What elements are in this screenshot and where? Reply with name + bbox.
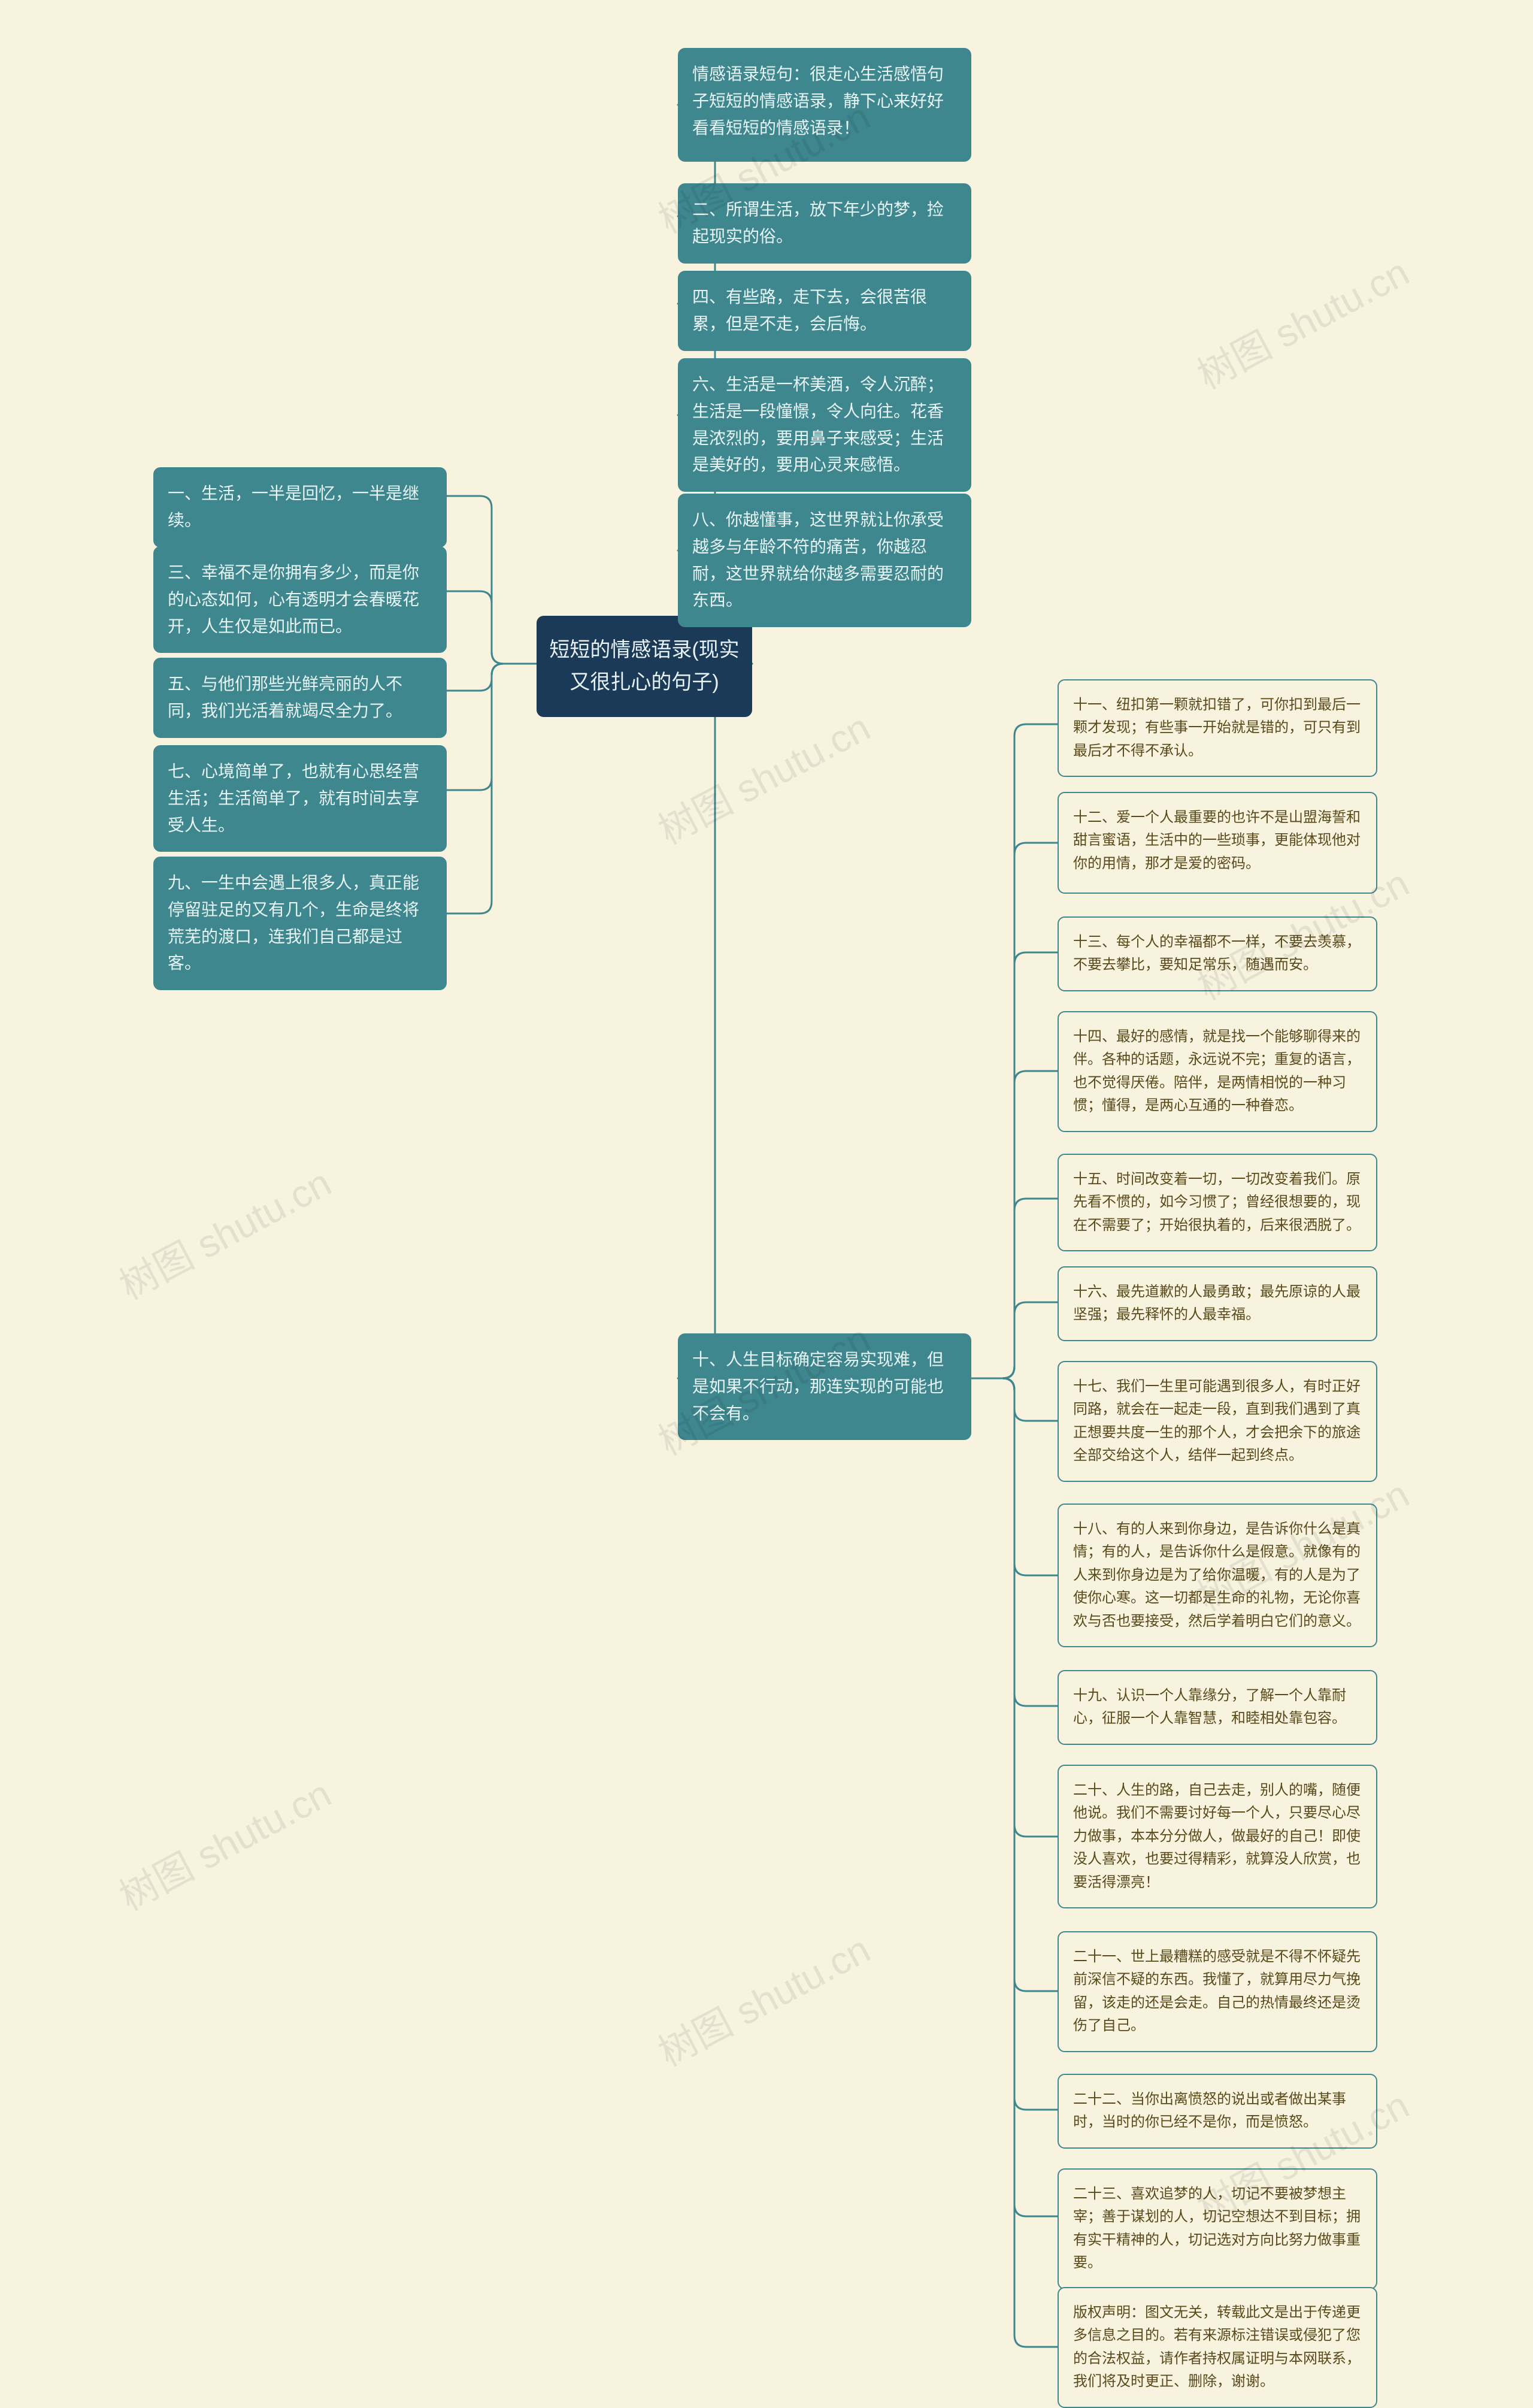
child-node[interactable]: 七、心境简单了，也就有心思经营生活；生活简单了，就有时间去享受人生。 [153,745,447,852]
child-node[interactable]: 三、幸福不是你拥有多少，而是你的心态如何，心有透明才会春暖花开，人生仅是如此而已… [153,546,447,653]
watermark: 树图 shutu.cn [108,1152,340,1310]
grandchild-node[interactable]: 十四、最好的感情，就是找一个能够聊得来的伴。各种的话题，永远说不完；重复的语言，… [1058,1011,1377,1132]
root-node[interactable]: 短短的情感语录(现实又很扎心的句子) [537,616,752,717]
watermark: 树图 shutu.cn [108,1763,340,1921]
grandchild-node[interactable]: 十二、爱一个人最重要的也许不是山盟海誓和甜言蜜语，生活中的一些琐事，更能体现他对… [1058,792,1377,894]
child-node[interactable]: 九、一生中会遇上很多人，真正能停留驻足的又有几个，生命是终将荒芜的渡口，连我们自… [153,857,447,990]
child-node[interactable]: 八、你越懂事，这世界就让你承受越多与年龄不符的痛苦，你越忍耐，这世界就给你越多需… [678,494,971,627]
watermark: 树图 shutu.cn [647,1919,878,2077]
watermark: 树图 shutu.cn [647,697,878,855]
grandchild-node[interactable]: 版权声明：图文无关，转载此文是出于传递更多信息之目的。若有来源标注错误或侵犯了您… [1058,2287,1377,2408]
grandchild-node[interactable]: 十九、认识一个人靠缘分，了解一个人靠耐心，征服一个人靠智慧，和睦相处靠包容。 [1058,1670,1377,1745]
watermark: 树图 shutu.cn [1186,242,1417,400]
child-node[interactable]: 一、生活，一半是回忆，一半是继续。 [153,467,447,547]
grandchild-node[interactable]: 十八、有的人来到你身边，是告诉你什么是真情；有的人，是告诉你什么是假意。就像有的… [1058,1504,1377,1647]
grandchild-node[interactable]: 十五、时间改变着一切，一切改变着我们。原先看不惯的，如今习惯了；曾经很想要的，现… [1058,1154,1377,1251]
grandchild-node[interactable]: 二十三、喜欢追梦的人，切记不要被梦想主宰；善于谋划的人，切记空想达不到目标；拥有… [1058,2168,1377,2289]
child-node[interactable]: 十、人生目标确定容易实现难，但是如果不行动，那连实现的可能也不会有。 [678,1333,971,1440]
grandchild-node[interactable]: 二十、人生的路，自己去走，别人的嘴，随便他说。我们不需要讨好每一个人，只要尽心尽… [1058,1765,1377,1908]
child-node[interactable]: 六、生活是一杯美酒，令人沉醉；生活是一段憧憬，令人向往。花香是浓烈的，要用鼻子来… [678,358,971,492]
grandchild-node[interactable]: 十一、纽扣第一颗就扣错了，可你扣到最后一颗才发现；有些事一开始就是错的，可只有到… [1058,679,1377,777]
child-node[interactable]: 二、所谓生活，放下年少的梦，捡起现实的俗。 [678,183,971,264]
grandchild-node[interactable]: 十三、每个人的幸福都不一样，不要去羡慕，不要去攀比，要知足常乐，随遇而安。 [1058,916,1377,991]
grandchild-node[interactable]: 二十二、当你出离愤怒的说出或者做出某事时，当时的你已经不是你，而是愤怒。 [1058,2074,1377,2149]
grandchild-node[interactable]: 二十一、世上最糟糕的感受就是不得不怀疑先前深信不疑的东西。我懂了，就算用尽力气挽… [1058,1931,1377,2052]
child-node[interactable]: 四、有些路，走下去，会很苦很累，但是不走，会后悔。 [678,271,971,351]
grandchild-node[interactable]: 十七、我们一生里可能遇到很多人，有时正好同路，就会在一起走一段，直到我们遇到了真… [1058,1361,1377,1482]
mindmap-canvas: 短短的情感语录(现实又很扎心的句子) 一、生活，一半是回忆，一半是继续。三、幸福… [0,0,1533,2371]
child-node[interactable]: 五、与他们那些光鲜亮丽的人不同，我们光活着就竭尽全力了。 [153,658,447,738]
grandchild-node[interactable]: 十六、最先道歉的人最勇敢；最先原谅的人最坚强；最先释怀的人最幸福。 [1058,1266,1377,1341]
child-node[interactable]: 情感语录短句：很走心生活感悟句子短短的情感语录，静下心来好好看看短短的情感语录！ [678,48,971,162]
